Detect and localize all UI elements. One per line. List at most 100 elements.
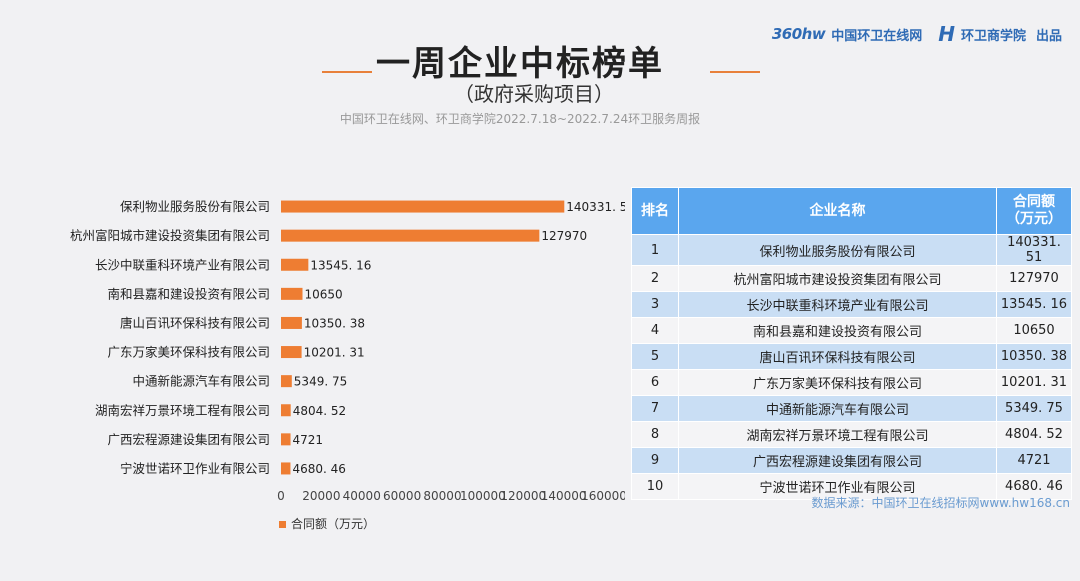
x-tick-label: 100000 xyxy=(460,489,506,503)
category-label: 湖南宏祥万景环境工程有限公司 xyxy=(95,403,270,418)
bar-value-label: 10650 xyxy=(304,287,342,301)
bar xyxy=(281,462,291,475)
table-row: 5 唐山百讯环保科技有限公司 10350. 38 xyxy=(631,343,1072,370)
bar-value-label: 13545. 16 xyxy=(310,258,371,272)
legend-label: 合同额（万元） xyxy=(291,516,375,531)
academy-logo-icon: H xyxy=(938,22,955,46)
bar xyxy=(281,433,291,446)
rank-cell: 1 xyxy=(631,234,679,266)
x-tick-label: 60000 xyxy=(383,489,421,503)
rank-cell: 4 xyxy=(631,317,679,344)
rank-cell: 6 xyxy=(631,369,679,396)
table-row: 8 湖南宏祥万景环境工程有限公司 4804. 52 xyxy=(631,421,1072,448)
amount-cell: 127970 xyxy=(996,265,1072,292)
data-source: 数据来源：中国环卫在线招标网www.hw168.cn xyxy=(811,496,1071,510)
table-header-row: 排名 企业名称 合同额 （万元） xyxy=(631,187,1072,235)
rank-cell: 2 xyxy=(631,265,679,292)
bar-value-label: 127970 xyxy=(541,229,587,243)
company-name-cell: 湖南宏祥万景环境工程有限公司 xyxy=(678,421,997,448)
category-label: 中通新能源汽车有限公司 xyxy=(132,374,270,389)
company-name-cell: 长沙中联重科环境产业有限公司 xyxy=(678,291,997,318)
ranking-table: 排名 企业名称 合同额 （万元） 1 保利物业服务股份有限公司 140331. 51 2… xyxy=(631,187,1072,500)
company-name-cell: 唐山百讯环保科技有限公司 xyxy=(678,343,997,370)
brand-made-by: 出品 xyxy=(1035,28,1062,44)
rank-cell: 10 xyxy=(631,473,679,500)
x-tick-label: 80000 xyxy=(423,489,461,503)
company-name-cell: 中通新能源汽车有限公司 xyxy=(678,395,997,422)
bar-value-label: 4721 xyxy=(293,433,324,447)
category-label: 保利物业服务股份有限公司 xyxy=(120,199,270,214)
amount-cell: 140331. 51 xyxy=(996,234,1072,266)
header-amount-line1: 合同额 xyxy=(1013,194,1055,210)
x-tick-label: 160000 xyxy=(581,489,625,503)
company-name-cell: 保利物业服务股份有限公司 xyxy=(678,234,997,266)
brand-academy-name: 环卫商学院 xyxy=(960,28,1026,44)
amount-cell: 4804. 52 xyxy=(996,421,1072,448)
company-name-cell: 南和县嘉和建设投资有限公司 xyxy=(678,317,997,344)
x-tick-label: 20000 xyxy=(302,489,340,503)
amount-cell: 5349. 75 xyxy=(996,395,1072,422)
title-decor-line-right xyxy=(710,71,760,73)
rank-cell: 3 xyxy=(631,291,679,318)
table-row: 4 南和县嘉和建设投资有限公司 10650 xyxy=(631,317,1072,344)
header-company-name: 企业名称 xyxy=(678,187,997,235)
amount-cell: 10350. 38 xyxy=(996,343,1072,370)
table-row: 6 广东万家美环保科技有限公司 10201. 31 xyxy=(631,369,1072,396)
bar-value-label: 4804. 52 xyxy=(293,404,346,418)
category-label: 南和县嘉和建设投资有限公司 xyxy=(107,286,270,301)
table-row: 10 宁波世诺环卫作业有限公司 4680. 46 xyxy=(631,473,1072,500)
x-tick-label: 120000 xyxy=(500,489,546,503)
header-amount: 合同额 （万元） xyxy=(996,187,1072,235)
x-tick-label: 0 xyxy=(277,489,285,503)
company-name-cell: 宁波世诺环卫作业有限公司 xyxy=(678,473,997,500)
header-amount-line2: （万元） xyxy=(1006,211,1062,227)
category-label: 唐山百讯环保科技有限公司 xyxy=(120,315,270,330)
bar-chart: 保利物业服务股份有限公司 140331. 51 杭州富阳城市建设投资集团有限公司 12… xyxy=(70,199,625,531)
category-label: 广西宏程源建设集团有限公司 xyxy=(107,432,270,447)
rank-cell: 5 xyxy=(631,343,679,370)
page-title: 一周企业中标榜单 xyxy=(376,44,664,84)
amount-cell: 4721 xyxy=(996,447,1072,474)
table-row: 9 广西宏程源建设集团有限公司 4721 xyxy=(631,447,1072,474)
rank-cell: 8 xyxy=(631,421,679,448)
header-rank: 排名 xyxy=(631,187,679,235)
rank-cell: 7 xyxy=(631,395,679,422)
amount-cell: 10201. 31 xyxy=(996,369,1072,396)
company-name-cell: 杭州富阳城市建设投资集团有限公司 xyxy=(678,265,997,292)
bar xyxy=(281,346,302,359)
x-tick-label: 40000 xyxy=(343,489,381,503)
bar-value-label: 10201. 31 xyxy=(304,346,365,360)
company-name-cell: 广西宏程源建设集团有限公司 xyxy=(678,447,997,474)
bar xyxy=(281,316,302,329)
company-name-cell: 广东万家美环保科技有限公司 xyxy=(678,369,997,396)
page-subtitle: （政府采购项目） xyxy=(454,82,614,106)
category-label: 杭州富阳城市建设投资集团有限公司 xyxy=(70,228,270,243)
page-caption: 中国环卫在线网、环卫商学院2022.7.18~2022.7.24环卫服务周报 xyxy=(339,112,701,126)
bar-value-label: 5349. 75 xyxy=(294,375,347,389)
bar xyxy=(281,287,303,300)
bar-value-label: 140331. 51 xyxy=(566,200,625,214)
amount-cell: 13545. 16 xyxy=(996,291,1072,318)
amount-cell: 4680. 46 xyxy=(996,473,1072,500)
360hw-logo: 360hw xyxy=(771,25,826,43)
bar xyxy=(281,375,292,388)
category-label: 宁波世诺环卫作业有限公司 xyxy=(120,461,270,476)
amount-cell: 10650 xyxy=(996,317,1072,344)
title-decor-line-left xyxy=(322,71,372,73)
bar xyxy=(281,200,565,213)
table-row: 1 保利物业服务股份有限公司 140331. 51 xyxy=(631,234,1072,266)
bar xyxy=(281,229,540,242)
rank-cell: 9 xyxy=(631,447,679,474)
table-body: 1 保利物业服务股份有限公司 140331. 51 2 杭州富阳城市建设投资集团有限公司… xyxy=(631,234,1072,500)
category-label: 广东万家美环保科技有限公司 xyxy=(107,345,270,360)
x-tick-label: 140000 xyxy=(541,489,587,503)
table-row: 7 中通新能源汽车有限公司 5349. 75 xyxy=(631,395,1072,422)
table-row: 2 杭州富阳城市建设投资集团有限公司 127970 xyxy=(631,265,1072,292)
bar-value-label: 10350. 38 xyxy=(304,316,365,330)
brand-site-name: 中国环卫在线网 xyxy=(831,28,923,44)
brand-bar: 360hw 中国环卫在线网 H 环卫商学院 出品 xyxy=(772,22,1062,46)
bar xyxy=(281,404,291,417)
category-label: 长沙中联重科环境产业有限公司 xyxy=(95,257,270,272)
table-row: 3 长沙中联重科环境产业有限公司 13545. 16 xyxy=(631,291,1072,318)
legend-swatch xyxy=(279,521,286,528)
